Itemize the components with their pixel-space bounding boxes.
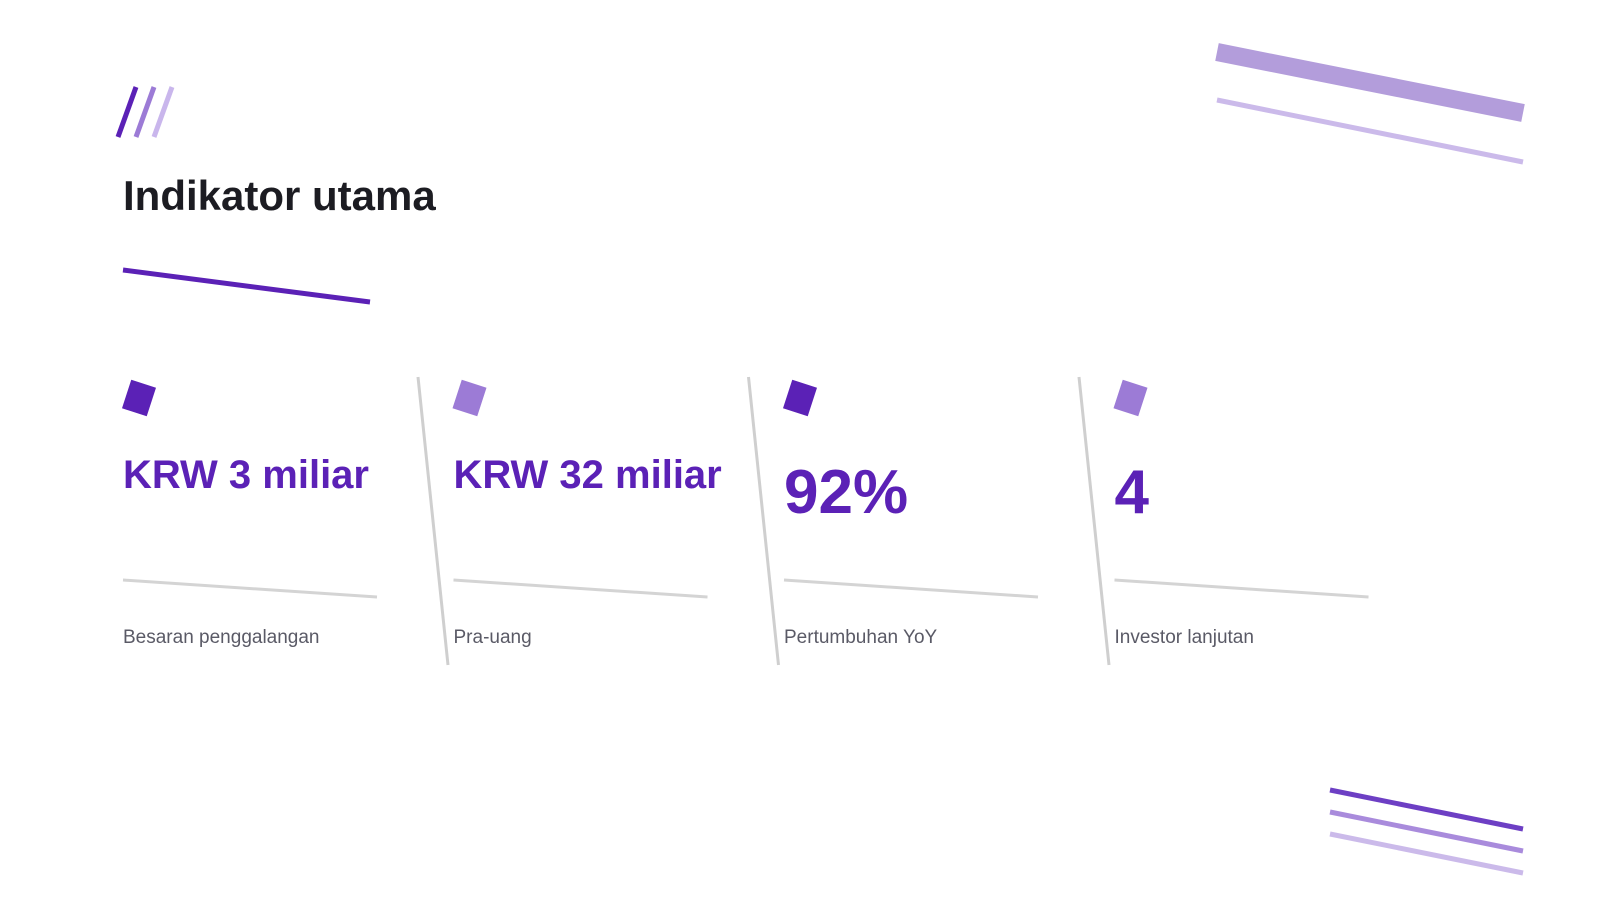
metric-icon bbox=[122, 379, 156, 417]
metric-value: 92% bbox=[784, 458, 908, 527]
metric-rule bbox=[122, 578, 378, 599]
corner-decoration-bottom bbox=[1329, 787, 1524, 876]
slide-title: Indikator utama bbox=[123, 172, 436, 219]
slash-decoration bbox=[115, 86, 175, 138]
metric-value: 4 bbox=[1115, 458, 1150, 527]
metric-icon bbox=[783, 379, 817, 417]
title-underline bbox=[122, 267, 371, 305]
metric-icon bbox=[1113, 379, 1148, 417]
metric-icon bbox=[452, 379, 487, 417]
card-divider bbox=[1077, 376, 1111, 666]
card-divider bbox=[416, 376, 450, 666]
metric-label: Pra-uang bbox=[454, 627, 532, 648]
corner-decoration-top bbox=[1215, 43, 1525, 165]
metric-rule bbox=[783, 578, 1039, 599]
metric-label: Investor lanjutan bbox=[1115, 627, 1254, 648]
metric-rule bbox=[1114, 578, 1369, 599]
metric-cards: KRW 3 miliar Besaran penggalangan KRW 32 m… bbox=[122, 376, 1369, 666]
metric-label: Pertumbuhan YoY bbox=[784, 627, 938, 648]
metric-value: KRW 32 miliar bbox=[454, 453, 722, 497]
metric-value: KRW 3 miliar bbox=[123, 453, 369, 497]
metric-label: Besaran penggalangan bbox=[123, 627, 320, 648]
metric-rule bbox=[453, 578, 708, 599]
card-divider bbox=[747, 376, 780, 666]
